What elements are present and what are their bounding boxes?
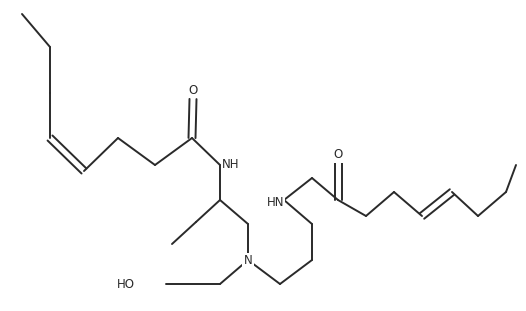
Text: O: O	[188, 83, 198, 96]
Text: O: O	[333, 148, 342, 161]
Text: HO: HO	[117, 277, 135, 290]
Text: HN: HN	[267, 196, 284, 208]
Text: N: N	[244, 254, 252, 267]
Text: NH: NH	[222, 159, 239, 171]
